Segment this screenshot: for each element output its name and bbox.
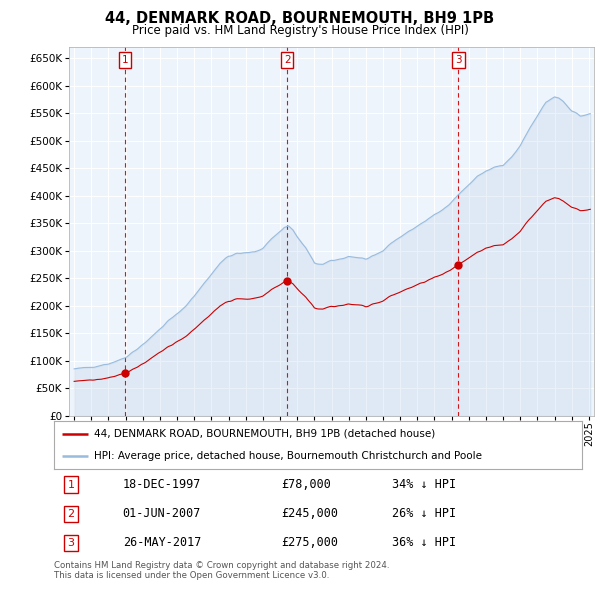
Text: 36% ↓ HPI: 36% ↓ HPI	[392, 536, 456, 549]
Text: 3: 3	[67, 538, 74, 548]
Text: 2: 2	[67, 509, 74, 519]
Text: 26-MAY-2017: 26-MAY-2017	[122, 536, 201, 549]
Text: 44, DENMARK ROAD, BOURNEMOUTH, BH9 1PB (detached house): 44, DENMARK ROAD, BOURNEMOUTH, BH9 1PB (…	[94, 429, 435, 439]
Text: HPI: Average price, detached house, Bournemouth Christchurch and Poole: HPI: Average price, detached house, Bour…	[94, 451, 482, 461]
Text: 3: 3	[455, 55, 462, 65]
Text: 44, DENMARK ROAD, BOURNEMOUTH, BH9 1PB: 44, DENMARK ROAD, BOURNEMOUTH, BH9 1PB	[106, 11, 494, 25]
Text: 26% ↓ HPI: 26% ↓ HPI	[392, 507, 456, 520]
Text: 34% ↓ HPI: 34% ↓ HPI	[392, 478, 456, 491]
Text: £275,000: £275,000	[281, 536, 338, 549]
Text: £78,000: £78,000	[281, 478, 331, 491]
Text: 1: 1	[122, 55, 128, 65]
Text: 1: 1	[67, 480, 74, 490]
Text: 2: 2	[284, 55, 290, 65]
Text: This data is licensed under the Open Government Licence v3.0.: This data is licensed under the Open Gov…	[54, 571, 329, 579]
Text: Contains HM Land Registry data © Crown copyright and database right 2024.: Contains HM Land Registry data © Crown c…	[54, 560, 389, 569]
Text: Price paid vs. HM Land Registry's House Price Index (HPI): Price paid vs. HM Land Registry's House …	[131, 24, 469, 37]
Text: £245,000: £245,000	[281, 507, 338, 520]
Text: 01-JUN-2007: 01-JUN-2007	[122, 507, 201, 520]
Text: 18-DEC-1997: 18-DEC-1997	[122, 478, 201, 491]
